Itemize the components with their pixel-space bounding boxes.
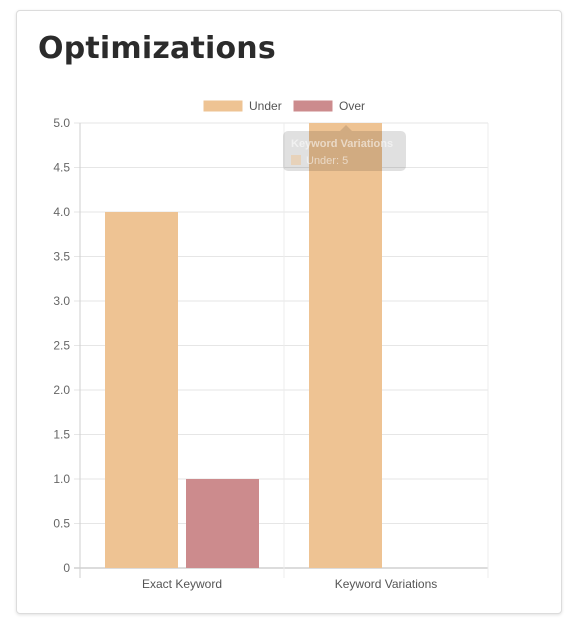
y-tick-label: 1.0 — [53, 472, 70, 486]
legend-swatch-over[interactable] — [292, 99, 334, 113]
y-tick-label: 2.5 — [53, 339, 70, 353]
y-tick-label: 1.5 — [53, 428, 70, 442]
x-category-label: Keyword Variations — [335, 577, 438, 591]
bar-under-1[interactable] — [309, 123, 382, 568]
tooltip-label: Under: 5 — [306, 155, 348, 167]
tooltip-title: Keyword Variations — [291, 138, 393, 150]
x-category-label: Exact Keyword — [142, 577, 222, 591]
tooltip-caret — [340, 125, 352, 131]
bar-over-0[interactable] — [186, 479, 259, 568]
tooltip-swatch — [291, 155, 301, 165]
y-tick-label: 0 — [63, 561, 70, 575]
y-tick-label: 5.0 — [53, 116, 70, 130]
bar-under-0[interactable] — [105, 212, 178, 568]
y-tick-label: 0.5 — [53, 517, 70, 531]
y-tick-label: 4.5 — [53, 161, 70, 175]
legend-label-over[interactable]: Over — [339, 99, 365, 113]
y-tick-label: 3.0 — [53, 294, 70, 308]
y-tick-label: 3.5 — [53, 250, 70, 264]
card-title: Optimizations — [38, 31, 276, 66]
legend-swatch-under[interactable] — [202, 99, 244, 113]
y-tick-label: 2.0 — [53, 383, 70, 397]
tooltip-box — [283, 131, 406, 171]
y-tick-label: 4.0 — [53, 205, 70, 219]
legend-label-under[interactable]: Under — [249, 99, 282, 113]
